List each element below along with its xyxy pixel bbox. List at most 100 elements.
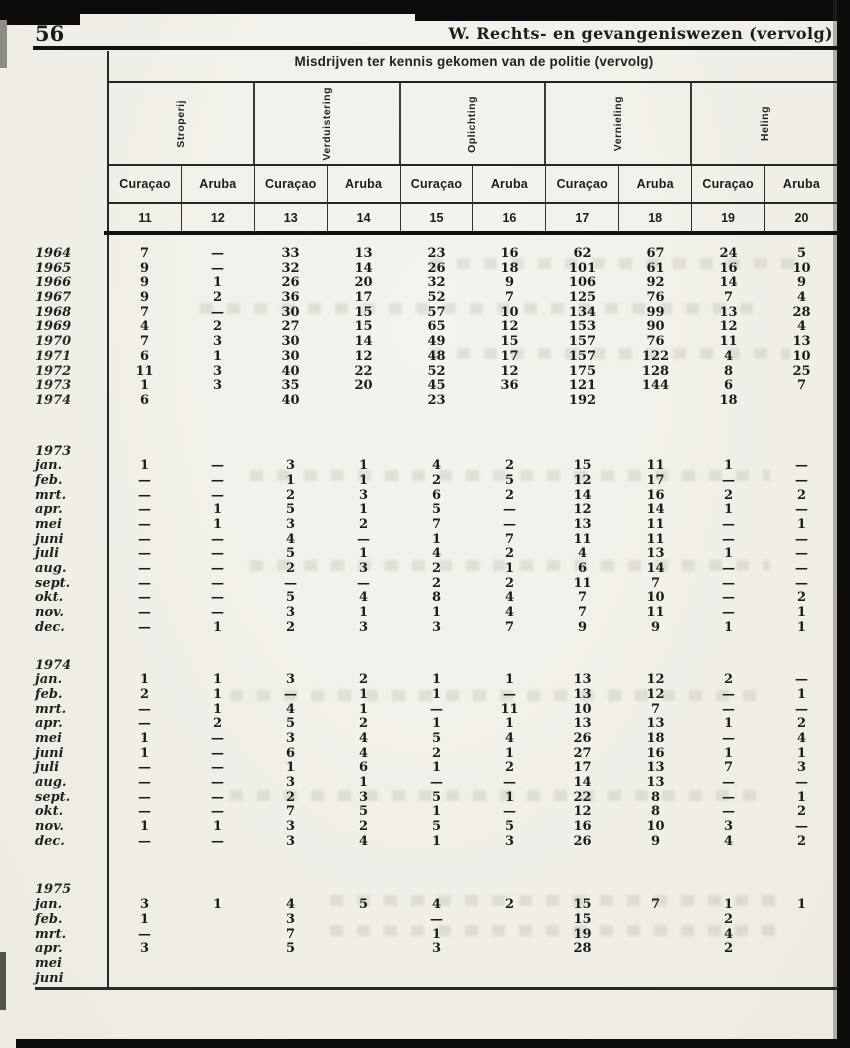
data-cell: 7 (285, 926, 296, 942)
data-cell: 40 (281, 392, 300, 408)
data-cell: — (211, 246, 224, 261)
table-row: okt. — — 7 5 1 — 12 8 — 2 (0, 805, 850, 820)
row-label: juli (35, 546, 60, 562)
data-cell: 153 (568, 319, 597, 335)
data-cell: 1 (212, 819, 223, 835)
data-cell: 1 (504, 745, 515, 761)
data-cell: 7 (723, 760, 734, 776)
column-group-vernieling: Vernieling (546, 83, 693, 165)
data-cell: 2 (796, 590, 807, 606)
data-cell: 6 (139, 348, 150, 364)
table-row: mei 1 — 3 4 5 4 26 18 — 4 (0, 730, 850, 747)
data-cell: 12 (500, 319, 519, 335)
data-cell: 7 (650, 575, 661, 591)
page-number: 56 (35, 21, 65, 46)
data-cell: 24 (719, 246, 738, 261)
bleed-through-texture (330, 895, 780, 906)
data-cell: 1 (431, 605, 442, 621)
data-cell: 5 (431, 730, 442, 746)
data-cell: 36 (281, 290, 300, 306)
data-cell: 76 (646, 334, 665, 350)
row-label: mrt. (35, 926, 67, 942)
data-cell: 14 (573, 775, 592, 790)
data-cell: 6 (358, 760, 369, 776)
data-cell: 1 (504, 561, 515, 577)
data-cell: 1 (139, 911, 150, 927)
data-cell: — (284, 686, 297, 702)
data-cell: 36 (500, 378, 519, 394)
table-row: feb. 2 1 — 1 1 — 13 12 — 1 (0, 686, 850, 703)
data-cell: — (138, 619, 151, 635)
data-cell: 14 (354, 334, 373, 350)
data-cell: 1 (431, 833, 442, 849)
data-cell: 15 (354, 319, 373, 335)
data-cell: 2 (796, 716, 807, 732)
data-cell: 16 (500, 246, 519, 261)
data-cell: — (211, 804, 224, 820)
data-cell: 99 (646, 304, 665, 320)
data-cell: 7 (504, 619, 515, 635)
data-cell: — (795, 575, 808, 591)
data-cell: 1 (139, 458, 150, 474)
data-cell: 28 (573, 941, 592, 957)
data-cell: 15 (573, 897, 592, 913)
bleed-through-texture (230, 790, 770, 801)
data-cell: 12 (354, 348, 373, 364)
data-cell: 12 (646, 672, 665, 688)
data-cell: 23 (427, 392, 446, 408)
data-cell: 4 (796, 319, 807, 335)
data-cell: 90 (646, 319, 665, 335)
data-cell: 1 (723, 716, 734, 732)
data-cell: 3 (285, 517, 296, 532)
data-cell: 1 (139, 378, 150, 394)
data-cell: — (138, 605, 151, 621)
data-cell: 13 (719, 304, 738, 320)
table-row: feb. — —1 1 2 5 12 17— — (0, 472, 850, 489)
data-cell: 1 (431, 531, 442, 547)
data-cell: 1 (796, 897, 807, 913)
data-cell: 18 (719, 392, 738, 408)
table-row: nov. 1 1 3 2 5 5 16 10 3 — (0, 819, 850, 835)
column-group-label: Heling (759, 106, 772, 142)
data-cell: 1 (358, 775, 369, 790)
data-cell: — (211, 575, 224, 591)
data-cell: 1 (796, 619, 807, 635)
data-cell: 4 (504, 590, 515, 606)
data-cell: 7 (650, 897, 661, 913)
table-row: nov. — —3 1 1 4 7 11—1 (0, 605, 850, 621)
data-cell: — (211, 531, 224, 547)
data-cell: 15 (500, 334, 519, 350)
data-cell: 14 (354, 260, 373, 276)
row-label: apr. (35, 941, 63, 957)
data-cell: 3 (212, 363, 223, 379)
data-cell: — (722, 575, 735, 591)
data-cell: 12 (573, 472, 592, 488)
data-cell: — (138, 575, 151, 591)
data-cell: 15 (573, 911, 592, 927)
data-cell: 92 (646, 275, 665, 291)
data-cell: 1 (504, 789, 515, 805)
row-label: mei (35, 955, 62, 971)
data-cell: 1 (723, 897, 734, 913)
island-header: Curaçao (692, 166, 766, 202)
data-cell: 5 (504, 819, 515, 835)
row-label: 1969 (35, 319, 72, 335)
data-cell: — (211, 605, 224, 621)
data-cell: 13 (573, 672, 592, 688)
data-cell: 14 (573, 487, 592, 503)
row-label: juni (35, 970, 64, 986)
data-cell: 128 (641, 363, 670, 379)
data-cell: — (211, 745, 224, 761)
data-cell: — (211, 833, 224, 849)
row-label: 1970 (35, 334, 72, 350)
row-label: mrt. (35, 701, 67, 717)
data-cell: 1 (139, 819, 150, 835)
data-cell: — (722, 730, 735, 746)
data-cell: — (430, 701, 443, 717)
data-cell: 1 (723, 619, 734, 635)
table-row: juni 1 — 6 4 2 1 27 16 1 1 (0, 745, 850, 762)
data-cell: 1 (431, 760, 442, 776)
data-cell: 1 (212, 502, 223, 518)
column-number: 18 (619, 204, 693, 231)
section-header-row: 1973 (0, 444, 850, 460)
